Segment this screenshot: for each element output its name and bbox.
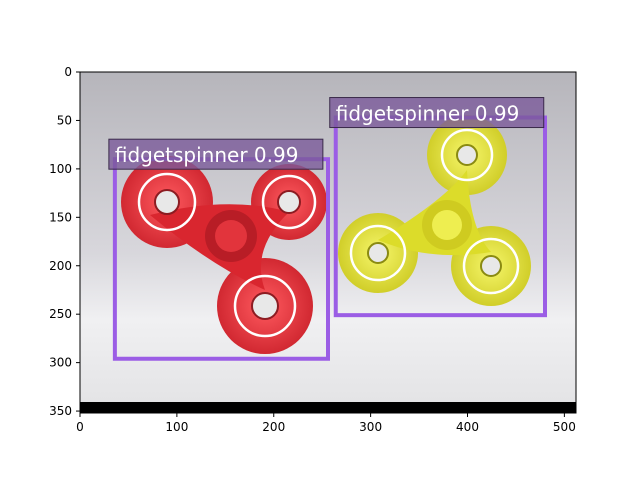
y-tick-label: 0 — [64, 65, 72, 79]
x-tick-label: 100 — [165, 420, 188, 434]
y-tick-label: 100 — [49, 162, 72, 176]
x-axis: 0 100 200 300 400 500 — [76, 413, 576, 434]
detection-label-background — [329, 97, 545, 129]
yellow-fidget-spinner — [338, 115, 531, 306]
detection-label: fidgetspinner 0.99 — [115, 143, 299, 167]
y-tick-label: 350 — [49, 404, 72, 418]
x-tick-label: 0 — [76, 420, 84, 434]
x-tick-label: 500 — [553, 420, 576, 434]
y-tick-label: 250 — [49, 307, 72, 321]
axes-frame — [79, 71, 577, 414]
plot-area: fidgetspinner 0.99 fidgetspinner 0.99 — [80, 72, 576, 413]
detection-label-background — [108, 138, 324, 170]
x-tick-label: 400 — [456, 420, 479, 434]
x-tick-label: 200 — [262, 420, 285, 434]
photo-bottom-padding — [80, 402, 576, 413]
detections-layer: fidgetspinner 0.99 fidgetspinner 0.99 — [108, 97, 547, 361]
y-tick-label: 300 — [49, 356, 72, 370]
y-tick-label: 200 — [49, 259, 72, 273]
y-tick-label: 150 — [49, 210, 72, 224]
y-tick-label: 50 — [57, 113, 72, 127]
red-fidget-spinner — [121, 156, 327, 354]
y-axis: 0 50 100 150 200 250 300 350 — [49, 65, 80, 418]
detection-label: fidgetspinner 0.99 — [336, 102, 520, 126]
x-tick-label: 300 — [359, 420, 382, 434]
